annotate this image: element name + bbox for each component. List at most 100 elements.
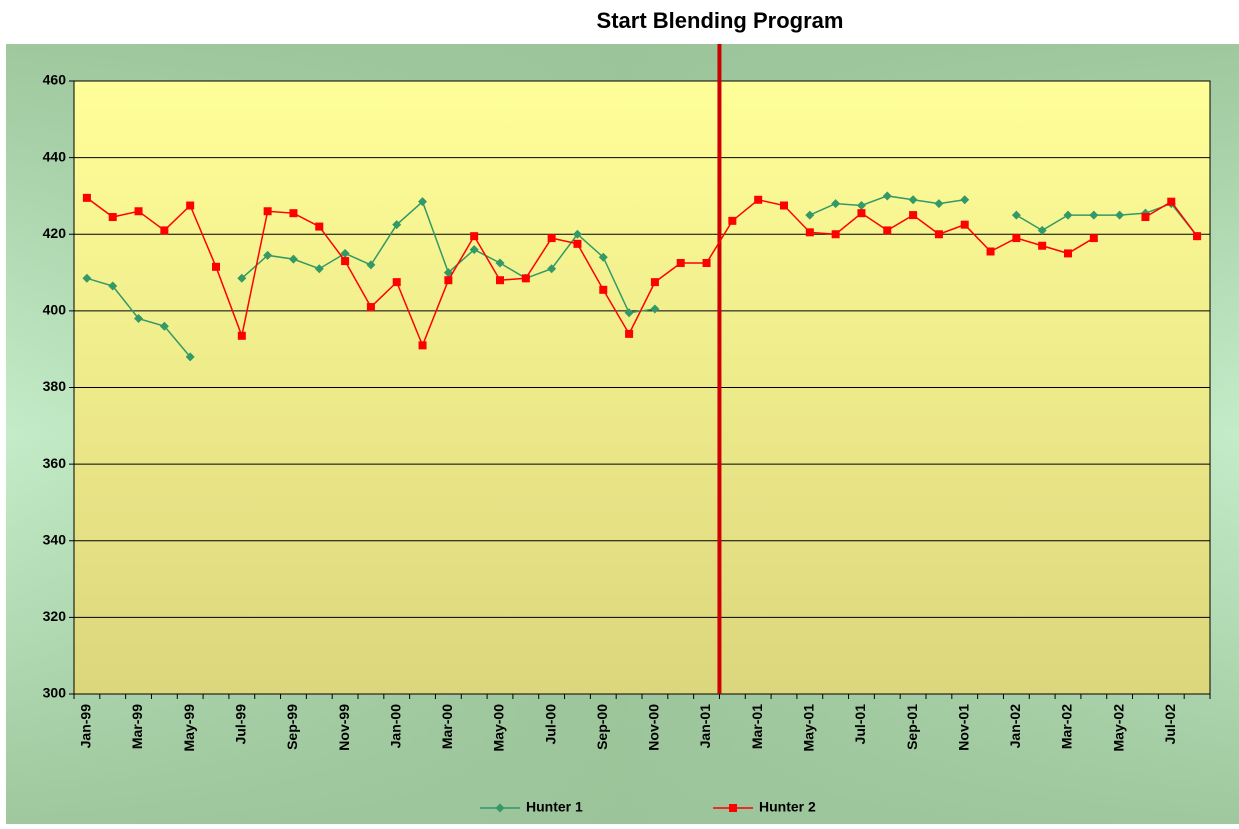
x-tick-label: Sep-00 (594, 704, 610, 750)
marker (572, 229, 582, 239)
marker (676, 258, 685, 267)
marker (805, 210, 815, 220)
marker (108, 281, 118, 291)
x-tick-label: Jan-01 (697, 704, 713, 749)
marker (263, 250, 273, 260)
x-tick-label: May-02 (1110, 704, 1126, 752)
marker (392, 278, 401, 287)
marker (418, 197, 428, 207)
marker (159, 321, 169, 331)
x-tick-label: Mar-99 (129, 704, 145, 749)
x-tick-label: Sep-01 (904, 704, 920, 750)
marker (1089, 234, 1098, 243)
marker (754, 195, 763, 204)
marker (418, 341, 427, 350)
marker (882, 191, 892, 201)
marker (702, 258, 711, 267)
marker (185, 352, 195, 362)
x-tick-label: Jul-01 (852, 704, 868, 745)
marker (934, 230, 943, 239)
y-tick-label: 440 (43, 148, 67, 164)
marker (856, 201, 866, 211)
marker (496, 276, 504, 285)
marker (443, 268, 453, 278)
marker (444, 276, 453, 285)
marker (624, 308, 634, 318)
marker (340, 248, 350, 258)
marker (134, 314, 144, 324)
marker (237, 273, 247, 283)
marker (625, 329, 634, 338)
marker (909, 211, 918, 220)
marker (1064, 249, 1072, 258)
y-tick-label: 380 (43, 378, 67, 394)
marker (469, 245, 479, 255)
marker (237, 331, 246, 340)
marker (470, 232, 479, 241)
marker (366, 260, 376, 270)
x-tick-label: Sep-99 (284, 704, 300, 750)
marker (341, 257, 350, 266)
marker (186, 201, 195, 210)
marker (650, 304, 660, 314)
marker (366, 303, 375, 312)
marker (1089, 210, 1099, 220)
y-tick-label: 320 (43, 608, 67, 624)
x-tick-label: Jan-00 (387, 704, 403, 749)
marker (1141, 213, 1150, 222)
marker (986, 247, 995, 256)
marker (1063, 210, 1073, 220)
marker (831, 199, 841, 209)
marker (805, 228, 814, 237)
marker (314, 264, 324, 274)
y-tick-label: 340 (43, 531, 67, 547)
x-tick-label: May-00 (491, 704, 507, 752)
x-tick-label: Nov-01 (955, 704, 971, 751)
marker (1167, 197, 1176, 206)
marker (599, 285, 608, 294)
marker (598, 252, 608, 262)
marker (728, 216, 737, 225)
x-tick-label: May-99 (181, 704, 197, 752)
marker (263, 207, 272, 216)
marker (108, 213, 117, 222)
marker (857, 209, 866, 218)
y-tick-label: 400 (43, 302, 67, 318)
marker (650, 278, 659, 287)
y-tick-label: 420 (43, 225, 67, 241)
marker (729, 804, 737, 812)
marker (960, 195, 970, 205)
marker (495, 803, 505, 813)
marker (82, 193, 91, 202)
x-tick-label: Jul-02 (1162, 704, 1178, 745)
x-tick-label: Nov-00 (646, 704, 662, 751)
marker (1038, 241, 1047, 250)
legend-label: Hunter 1 (526, 799, 583, 815)
marker (160, 226, 169, 235)
x-tick-label: Mar-00 (439, 704, 455, 749)
marker (1193, 232, 1202, 241)
y-tick-label: 360 (43, 455, 67, 471)
marker (288, 254, 298, 264)
x-tick-label: Jan-02 (1007, 704, 1023, 749)
marker (212, 262, 220, 271)
marker (547, 264, 557, 274)
marker (289, 209, 298, 218)
x-tick-label: Mar-01 (749, 704, 765, 749)
x-tick-label: Mar-02 (1059, 704, 1075, 749)
legend-label: Hunter 2 (759, 799, 816, 815)
marker (960, 220, 969, 229)
y-tick-label: 460 (43, 72, 67, 88)
x-tick-label: Jul-99 (233, 704, 249, 745)
marker (1012, 234, 1021, 243)
annotation: Start Blending Program (597, 8, 844, 33)
marker (82, 273, 92, 283)
x-tick-label: Nov-99 (336, 704, 352, 751)
marker (495, 258, 505, 268)
marker (1115, 210, 1125, 220)
marker (547, 234, 556, 243)
marker (1011, 210, 1021, 220)
marker (134, 207, 143, 216)
marker (1037, 225, 1047, 235)
